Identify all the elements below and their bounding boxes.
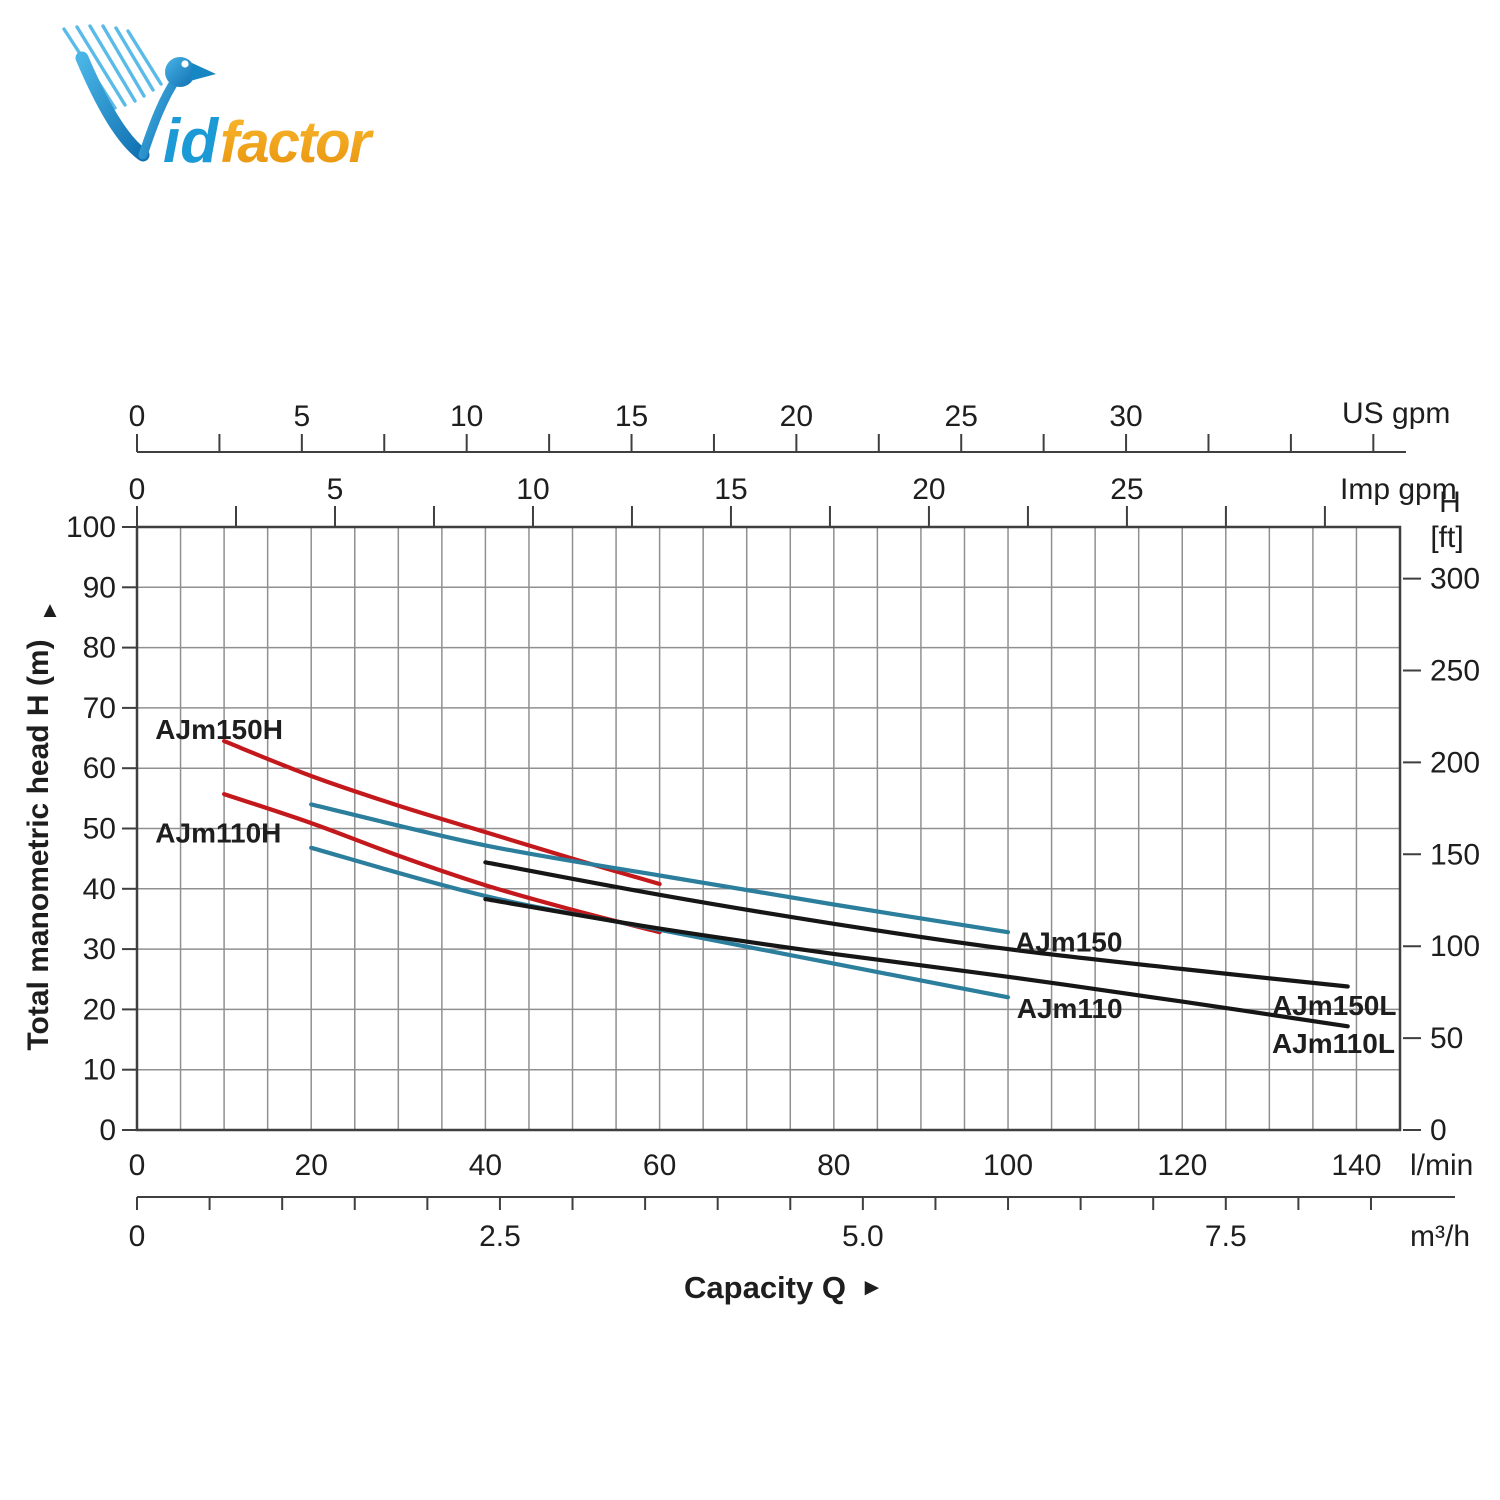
curve-label-AJm150H: AJm150H: [155, 714, 283, 745]
lmin-tick-label: 120: [1157, 1149, 1207, 1182]
us-gpm-tick-label: 10: [450, 400, 483, 433]
curve-label-AJm150L: AJm150L: [1272, 990, 1397, 1021]
curve-AJm150: [309, 802, 1011, 935]
us-gpm-tick-label: 15: [615, 400, 648, 433]
y-axis-title: Total manometric head H (m): [22, 639, 55, 1050]
m3h-unit-label: m³/h: [1410, 1220, 1470, 1253]
curve-label-AJm110: AJm110: [1017, 993, 1123, 1024]
logo-text-id: id: [163, 107, 219, 175]
logo-text-factor: factor: [220, 110, 375, 175]
curve-AJm110H: [222, 792, 662, 935]
curve-AJm110L: [483, 897, 1350, 1029]
head-m-tick-label: 10: [83, 1054, 116, 1087]
head-m-tick-label: 30: [83, 933, 116, 966]
head-ft-tick-label: 0: [1430, 1114, 1447, 1147]
head-ft-tick-label: 100: [1430, 930, 1480, 963]
lmin-tick-label: 60: [643, 1149, 676, 1182]
vidfactor-logo: id factor: [30, 20, 410, 176]
head-m-tick-label: 90: [83, 571, 116, 604]
imp-gpm-tick-label: 0: [129, 473, 146, 506]
imp-gpm-tick-label: 25: [1110, 473, 1143, 506]
head-ft-tick-label: 300: [1430, 563, 1480, 596]
head-m-tick-label: 0: [99, 1114, 116, 1147]
head-m-tick-label: 70: [83, 692, 116, 725]
us-gpm-tick-label: 0: [129, 400, 146, 433]
head-m-tick-label: 20: [83, 993, 116, 1026]
imp-gpm-tick-label: 10: [516, 473, 549, 506]
head-ft-tick-label: 150: [1430, 838, 1480, 871]
head-m-tick-label: 40: [83, 873, 116, 906]
us-gpm-tick-label: 30: [1109, 400, 1142, 433]
lmin-tick-label: 40: [469, 1149, 502, 1182]
us-gpm-tick-label: 20: [780, 400, 813, 433]
imp-gpm-tick-label: 15: [714, 473, 747, 506]
y-axis-arrow-icon: ▲: [39, 597, 61, 622]
curve-AJm150L: [483, 860, 1350, 989]
lmin-tick-label: 100: [983, 1149, 1033, 1182]
head-m-tick-label: 50: [83, 813, 116, 846]
head-m-tick-label: 80: [83, 632, 116, 665]
head-ft-tick-label: 250: [1430, 655, 1480, 688]
curve-label-AJm150: AJm150: [1015, 926, 1122, 957]
bird-eye: [181, 60, 189, 68]
lmin-unit-label: l/min: [1410, 1149, 1473, 1182]
imp-gpm-tick-label: 5: [327, 473, 344, 506]
imp-gpm-unit-label: Imp gpm: [1340, 473, 1457, 506]
head-ft-unit-h: H: [1439, 486, 1461, 519]
logo-graphic: id factor: [62, 24, 377, 176]
curve-label-AJm110H: AJm110H: [155, 818, 281, 849]
m3h-tick-label: 2.5: [479, 1220, 521, 1253]
curve-label-AJm110L: AJm110L: [1272, 1028, 1395, 1059]
head-m-tick-label: 100: [66, 511, 116, 544]
head-ft-unit-ft: [ft]: [1430, 521, 1463, 554]
x-axis-arrow-icon: ►: [860, 1274, 884, 1301]
x-axis-title: Capacity Q: [684, 1270, 846, 1305]
imp-gpm-tick-label: 20: [912, 473, 945, 506]
m3h-tick-label: 5.0: [842, 1220, 884, 1253]
us-gpm-tick-label: 5: [293, 400, 310, 433]
us-gpm-tick-label: 25: [945, 400, 978, 433]
head-ft-tick-label: 200: [1430, 746, 1480, 779]
m3h-tick-label: 0: [129, 1220, 146, 1253]
m3h-tick-label: 7.5: [1205, 1220, 1247, 1253]
head-m-tick-label: 60: [83, 752, 116, 785]
lmin-tick-label: 0: [129, 1149, 146, 1182]
head-ft-tick-label: 50: [1430, 1022, 1463, 1055]
us-gpm-unit-label: US gpm: [1342, 397, 1450, 430]
logo-bird-icon: [62, 24, 216, 162]
lmin-tick-label: 140: [1331, 1149, 1381, 1182]
lmin-tick-label: 20: [295, 1149, 328, 1182]
lmin-tick-label: 80: [817, 1149, 850, 1182]
